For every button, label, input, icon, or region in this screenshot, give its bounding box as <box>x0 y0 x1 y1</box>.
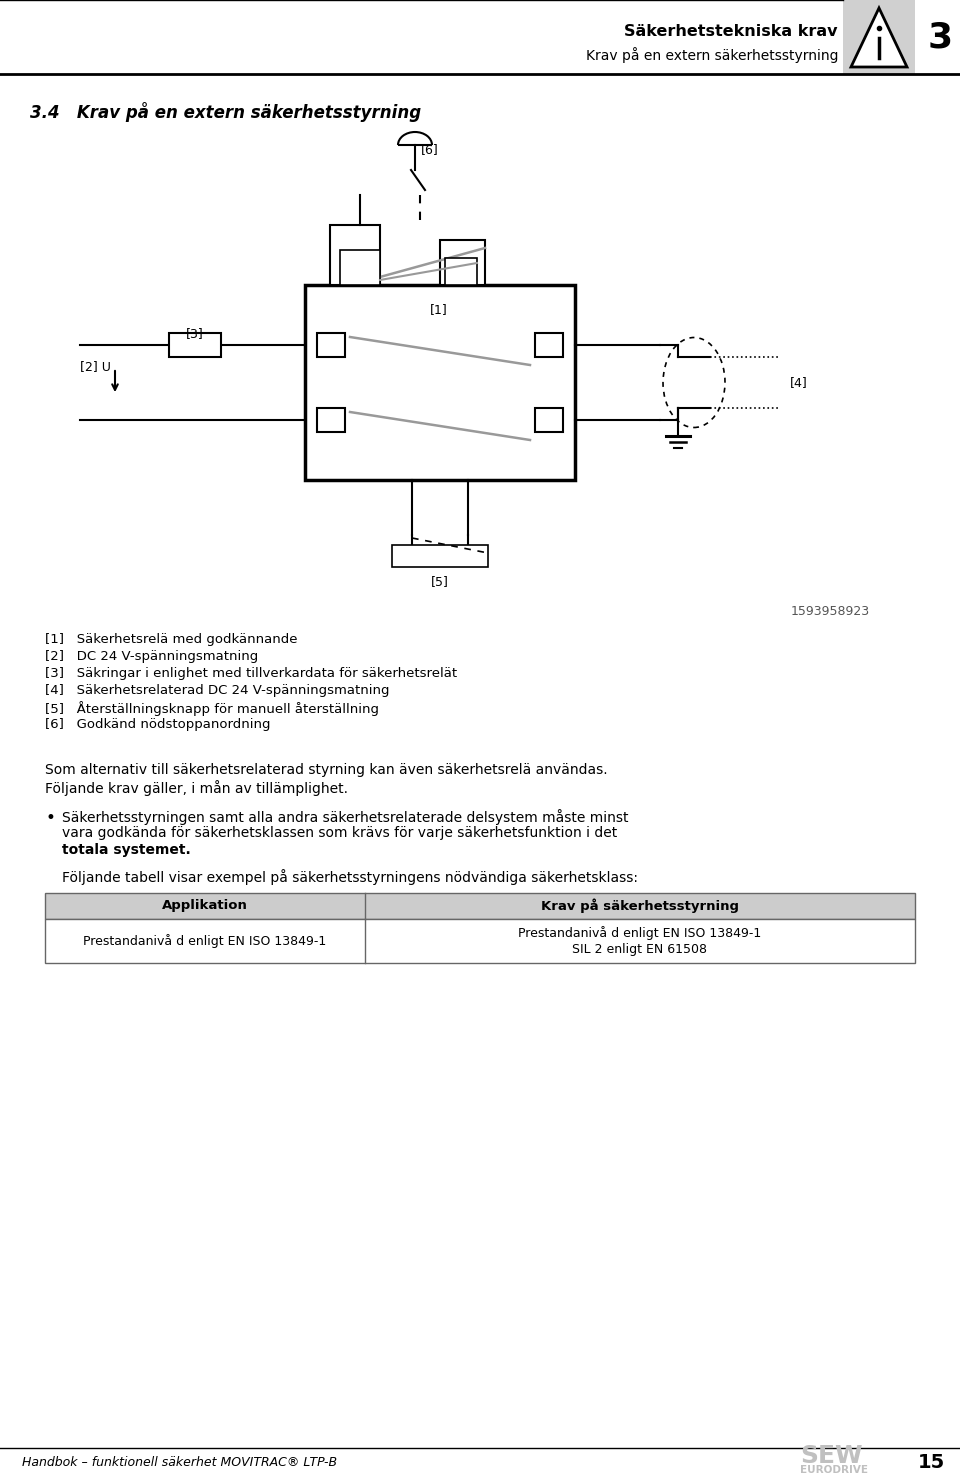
Text: Handbok – funktionell säkerhet MOVITRAC® LTP-B: Handbok – funktionell säkerhet MOVITRAC®… <box>22 1455 337 1469</box>
Text: [5]: [5] <box>431 575 449 589</box>
Text: Prestandanivå d enligt EN ISO 13849-1: Prestandanivå d enligt EN ISO 13849-1 <box>518 926 761 941</box>
Text: Som alternativ till säkerhetsrelaterad styrning kan även säkerhetsrelä användas.: Som alternativ till säkerhetsrelaterad s… <box>45 763 608 776</box>
Text: [4]   Säkerhetsrelaterad DC 24 V-spänningsmatning: [4] Säkerhetsrelaterad DC 24 V-spännings… <box>45 683 390 697</box>
Text: [3]   Säkringar i enlighet med tillverkardata för säkerhetsrelät: [3] Säkringar i enlighet med tillverkard… <box>45 667 457 680</box>
Text: [5]   Återställningsknapp för manuell återställning: [5] Återställningsknapp för manuell åter… <box>45 701 379 716</box>
Text: Följande tabell visar exempel på säkerhetsstyrningens nödvändiga säkerhetsklass:: Följande tabell visar exempel på säkerhe… <box>62 870 638 884</box>
Text: [3]: [3] <box>186 327 204 340</box>
Text: 1593958923: 1593958923 <box>791 605 870 618</box>
Bar <box>535 333 563 356</box>
Text: Krav på säkerhetsstyrning: Krav på säkerhetsstyrning <box>541 899 739 913</box>
Bar <box>169 333 221 356</box>
Text: totala systemet.: totala systemet. <box>62 843 191 856</box>
Text: [6]   Godkänd nödstoppanordning: [6] Godkänd nödstoppanordning <box>45 717 271 731</box>
Bar <box>45 893 915 918</box>
Text: EURODRIVE: EURODRIVE <box>800 1466 868 1475</box>
Bar <box>535 408 563 432</box>
Text: 3.4   Krav på en extern säkerhetsstyrning: 3.4 Krav på en extern säkerhetsstyrning <box>30 102 421 121</box>
Text: Prestandanivå d enligt EN ISO 13849-1: Prestandanivå d enligt EN ISO 13849-1 <box>84 935 326 948</box>
Text: SIL 2 enligt EN 61508: SIL 2 enligt EN 61508 <box>572 944 708 957</box>
Text: •: • <box>45 809 55 827</box>
Bar <box>445 257 477 285</box>
Text: 15: 15 <box>918 1452 945 1472</box>
Bar <box>305 285 575 481</box>
Bar <box>330 225 380 285</box>
Text: vara godkända för säkerhetsklassen som krävs för varje säkerhetsfunktion i det: vara godkända för säkerhetsklassen som k… <box>62 825 617 840</box>
Text: [2]   DC 24 V-spänningsmatning: [2] DC 24 V-spänningsmatning <box>45 649 258 663</box>
Bar <box>317 408 345 432</box>
Text: [6]: [6] <box>421 143 439 157</box>
Text: [2] U: [2] U <box>80 359 110 373</box>
Text: [1]   Säkerhetsrelä med godkännande: [1] Säkerhetsrelä med godkännande <box>45 633 298 646</box>
Bar <box>340 250 380 285</box>
Text: [1]: [1] <box>430 303 447 317</box>
Polygon shape <box>851 7 907 67</box>
Text: Säkerhetstekniska krav: Säkerhetstekniska krav <box>625 24 838 38</box>
Bar <box>440 240 485 285</box>
Bar <box>317 333 345 356</box>
Text: Följande krav gäller, i mån av tillämplighet.: Följande krav gäller, i mån av tillämpli… <box>45 779 348 796</box>
Text: SEW: SEW <box>800 1444 863 1469</box>
Text: Krav på en extern säkerhetsstyrning: Krav på en extern säkerhetsstyrning <box>586 47 838 64</box>
Text: [4]: [4] <box>790 376 807 389</box>
Text: 3: 3 <box>927 21 952 55</box>
Text: Säkerhetsstyrningen samt alla andra säkerhetsrelaterade delsystem måste minst: Säkerhetsstyrningen samt alla andra säke… <box>62 809 629 825</box>
Bar <box>843 0 915 74</box>
Bar <box>45 918 915 963</box>
Text: Applikation: Applikation <box>162 899 248 913</box>
Bar <box>392 544 488 566</box>
